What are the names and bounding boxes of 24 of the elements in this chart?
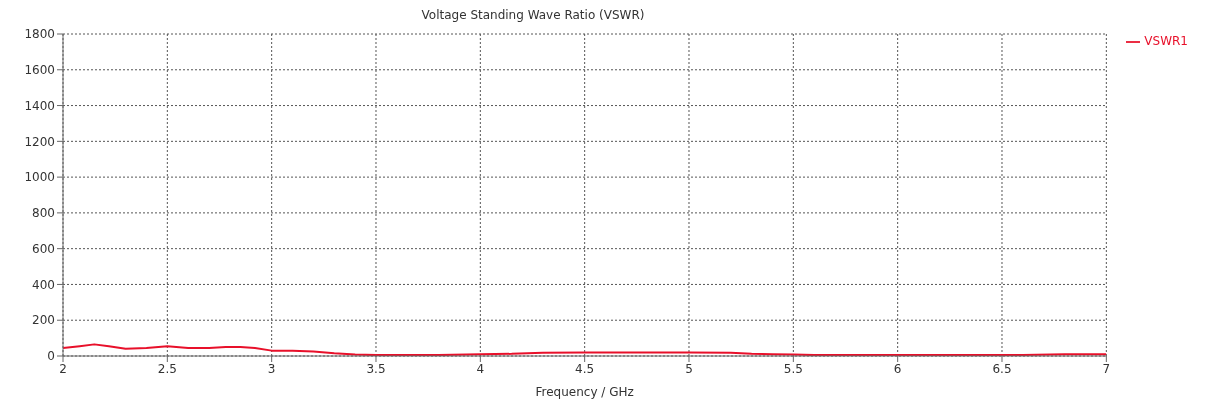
x-tick-label: 5.5 bbox=[783, 361, 803, 376]
x-tick-label: 3.5 bbox=[366, 361, 386, 376]
y-tick-label: 600 bbox=[32, 241, 55, 256]
y-tick-label: 1600 bbox=[24, 63, 55, 78]
y-tick-label: 800 bbox=[32, 206, 55, 221]
x-tick-label: 2.5 bbox=[157, 361, 177, 376]
y-tick-label: 200 bbox=[32, 313, 55, 328]
y-tick-label: 1200 bbox=[24, 134, 55, 149]
x-tick-label: 4.5 bbox=[575, 361, 595, 376]
y-tick-label: 1400 bbox=[24, 98, 55, 113]
x-tick-label: 6.5 bbox=[992, 361, 1012, 376]
legend-label: VSWR1 bbox=[1144, 34, 1188, 48]
x-tick-label: 4 bbox=[476, 361, 485, 376]
x-tick-label: 5 bbox=[685, 361, 693, 376]
x-tick-label: 7 bbox=[1102, 361, 1111, 376]
x-axis-title: Frequency / GHz bbox=[535, 385, 634, 399]
x-tick-label: 2 bbox=[59, 361, 67, 376]
chart-title: Voltage Standing Wave Ratio (VSWR) bbox=[420, 8, 646, 24]
y-tick-label: 0 bbox=[47, 349, 55, 364]
y-tick-label: 400 bbox=[32, 277, 55, 292]
y-tick-label: 1000 bbox=[24, 170, 55, 185]
x-tick-label: 6 bbox=[893, 361, 902, 376]
x-tick-label: 3 bbox=[267, 361, 276, 376]
y-tick-label: 1800 bbox=[24, 27, 55, 42]
